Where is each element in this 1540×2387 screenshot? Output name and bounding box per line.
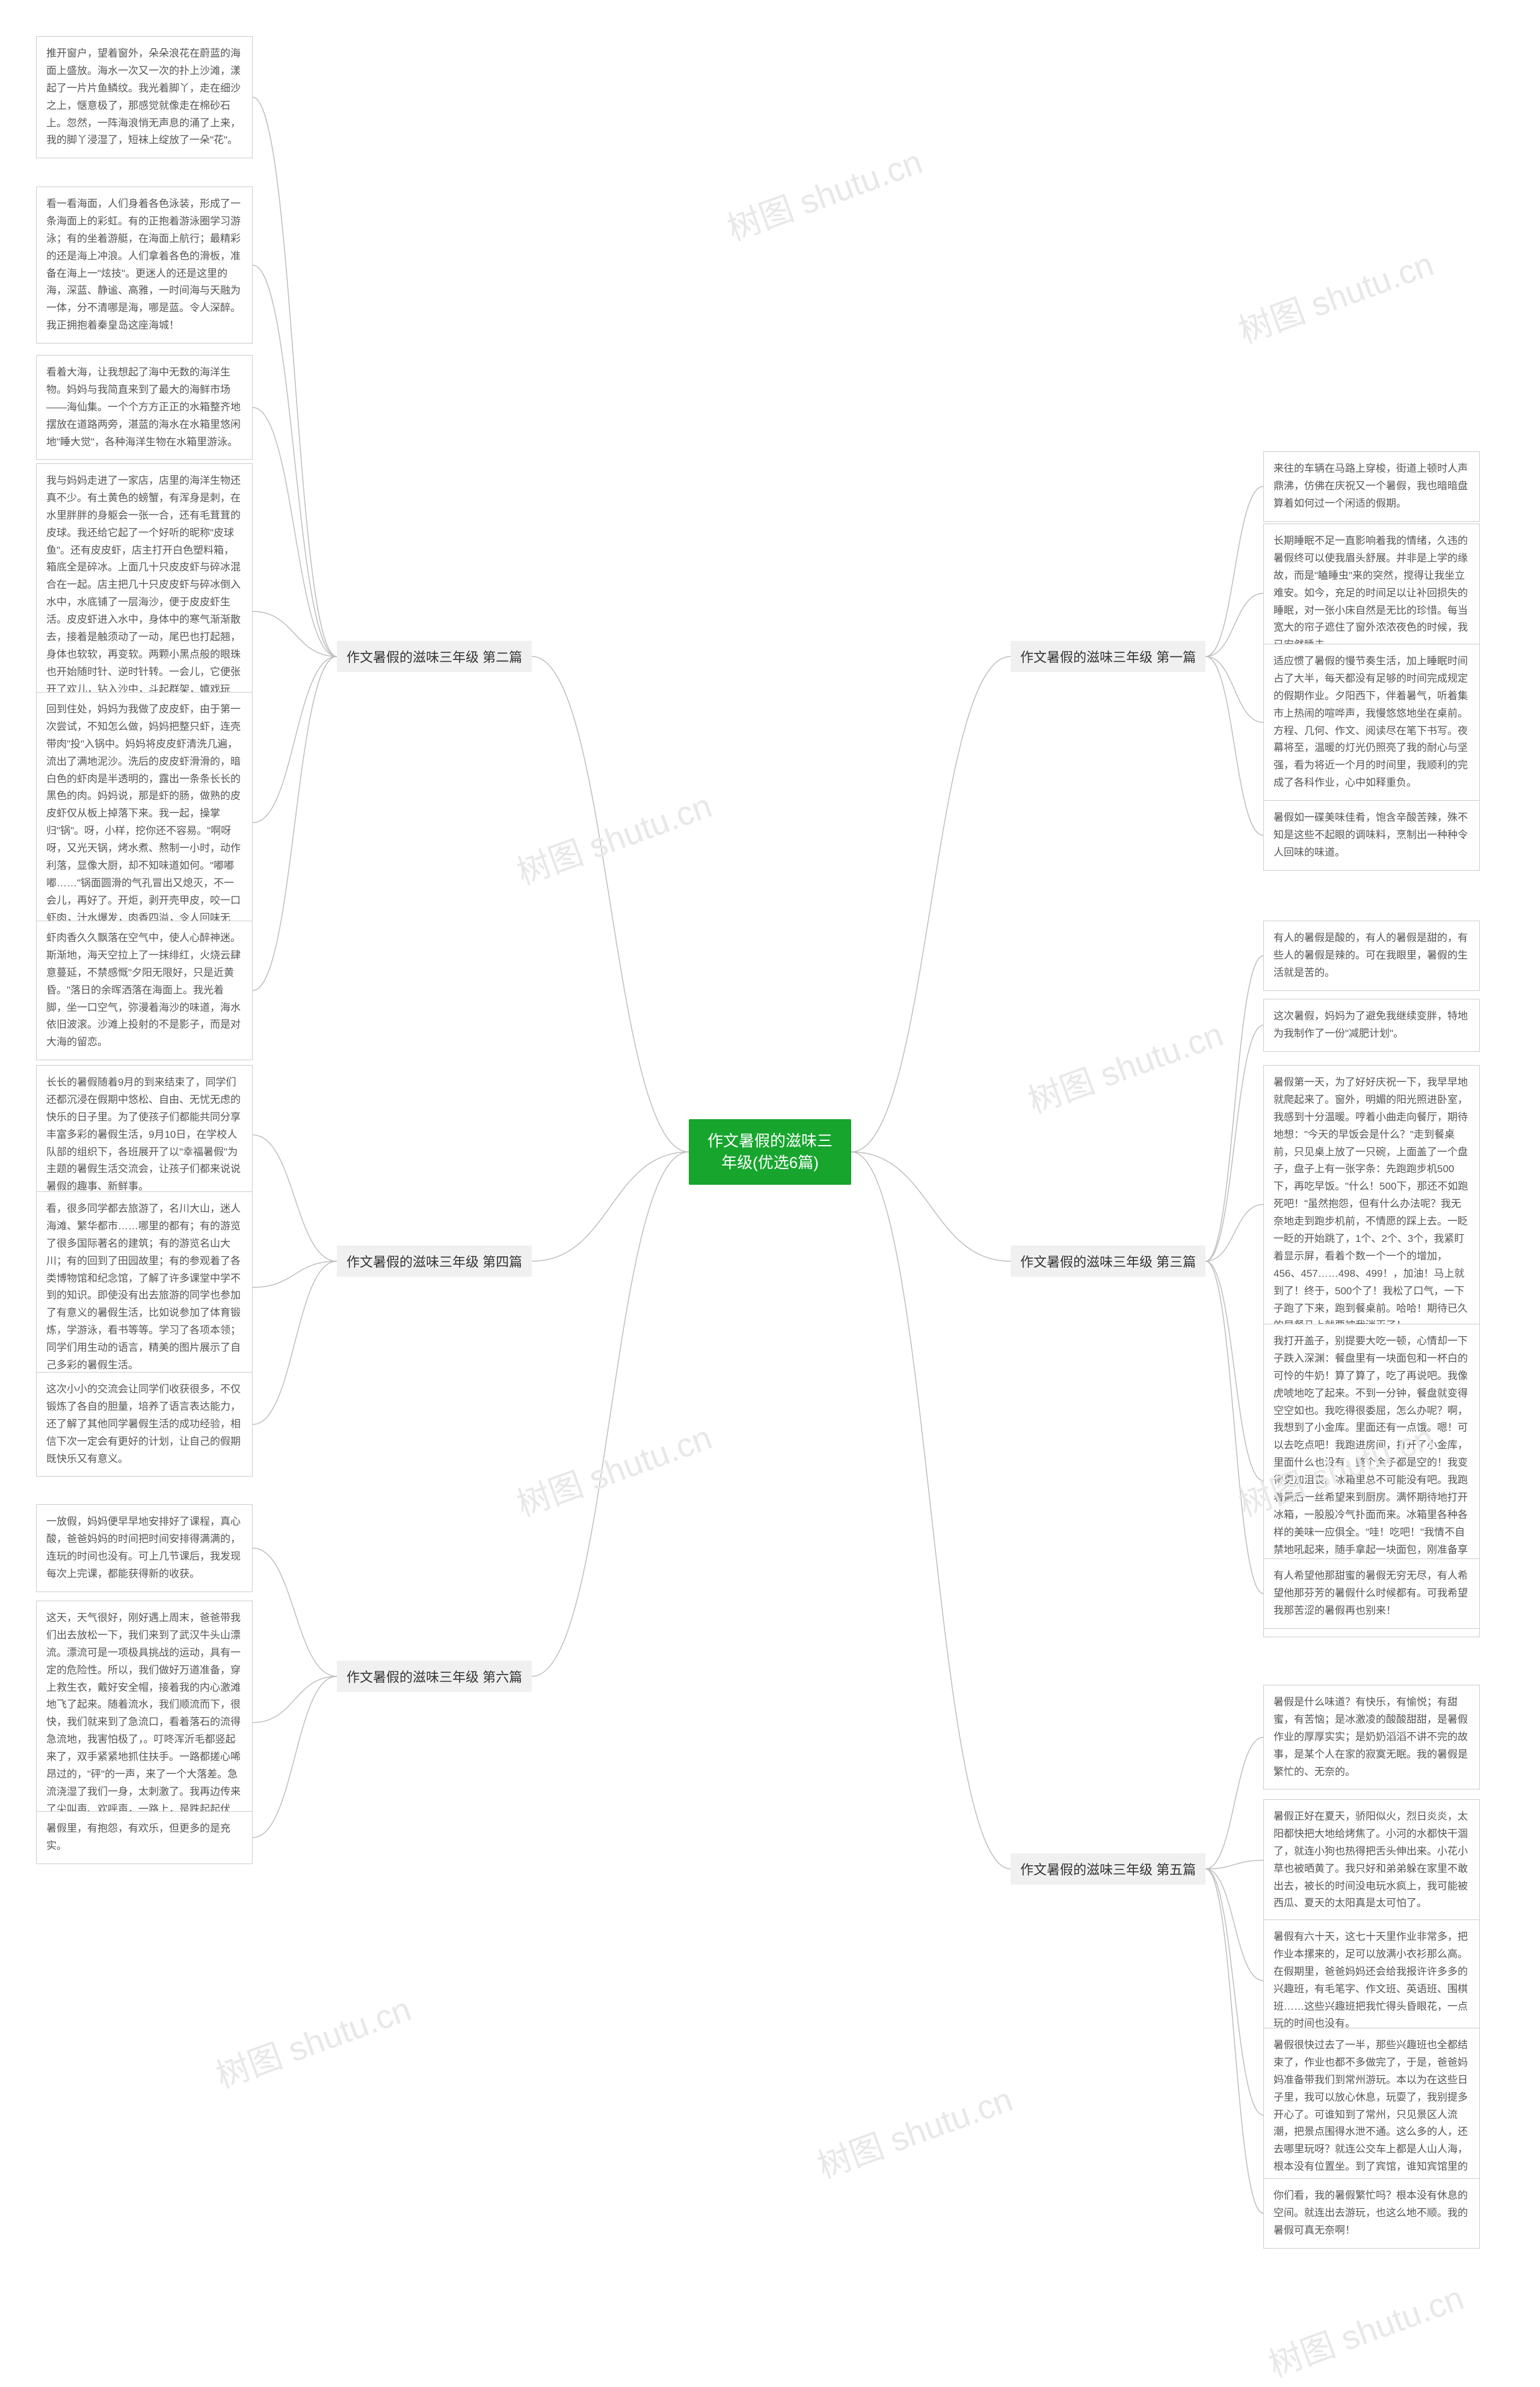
content-box: 回到住处，妈妈为我做了皮皮虾，由于第一次尝试，不知怎么做，妈妈把整只虾，连壳带肉… <box>36 692 253 953</box>
branch-label: 作文暑假的滋味三年级 第三篇 <box>1011 1246 1206 1277</box>
watermark: 树图 shutu.cn <box>208 1982 417 2098</box>
content-box: 一放假，妈妈便早早地安排好了课程，真心酸，爸爸妈妈的时间把时间安排得满满的，连玩… <box>36 1504 253 1592</box>
content-box: 这次小小的交流会让同学们收获很多，不仅锻炼了各自的胆量，培养了语言表达能力，还了… <box>36 1372 253 1477</box>
watermark: 树图 shutu.cn <box>509 779 718 894</box>
watermark: 树图 shutu.cn <box>719 135 928 250</box>
content-box: 暑假第一天，为了好好庆祝一下，我早早地就爬起来了。窗外，明媚的阳光照进卧室，我感… <box>1263 1065 1480 1344</box>
content-box: 看着大海，让我想起了海中无数的海洋生物。妈妈与我简直来到了最大的海鲜市场——海仙… <box>36 355 253 460</box>
content-box: 暑假有六十天，这七十天里作业非常多，把作业本摞来的，足可以放满小衣衫那么高。在假… <box>1263 1919 1480 2042</box>
content-box: 推开窗户，望着窗外，朵朵浪花在蔚蓝的海面上盛放。海水一次又一次的扑上沙滩，漾起了… <box>36 36 253 158</box>
branch-label: 作文暑假的滋味三年级 第一篇 <box>1011 641 1206 672</box>
content-box: 长长的暑假随着9月的到来结束了，同学们还都沉浸在假期中悠松、自由、无忧无虑的快乐… <box>36 1065 253 1205</box>
watermark: 树图 shutu.cn <box>509 1410 718 1526</box>
content-box: 这次暑假，妈妈为了避免我继续变胖，特地为我制作了一份"减肥计划"。 <box>1263 999 1480 1052</box>
content-box: 长期睡眠不足一直影响着我的情绪，久违的暑假终可以使我眉头舒展。并非是上学的缘故，… <box>1263 523 1480 663</box>
content-box: 暑假很快过去了一半，那些兴趣班也全都结束了，作业也都不多做完了，于是，爸爸妈妈准… <box>1263 2028 1480 2202</box>
branch-label: 作文暑假的滋味三年级 第六篇 <box>337 1661 532 1692</box>
watermark: 树图 shutu.cn <box>1020 1007 1229 1123</box>
branch-label: 作文暑假的滋味三年级 第二篇 <box>337 641 532 672</box>
watermark: 树图 shutu.cn <box>1261 2271 1470 2386</box>
content-box: 适应惯了暑假的慢节奏生活，加上睡眠时间占了大半，每天都没有足够的时间完成规定的假… <box>1263 644 1480 801</box>
watermark: 树图 shutu.cn <box>810 2072 1018 2188</box>
center-text: 作文暑假的滋味三年级(优选6篇) <box>707 1132 833 1172</box>
watermark: 树图 shutu.cn <box>1231 237 1440 353</box>
content-box: 有人的暑假是酸的，有人的暑假是甜的，有些人的暑假是辣的。可在我眼里，暑假的生活就… <box>1263 921 1480 991</box>
content-box: 这天，天气很好，刚好遇上周末，爸爸带我们出去放松一下，我们来到了武汉牛头山漂流。… <box>36 1601 253 1845</box>
content-box: 有人希望他那甜蜜的暑假无穷无尽，有人希望他那芬芳的暑假什么时候都有。可我希望我那… <box>1263 1558 1480 1629</box>
branch-label: 作文暑假的滋味三年级 第四篇 <box>337 1246 532 1277</box>
content-box: 来往的车辆在马路上穿梭，街道上顿时人声鼎沸，仿佛在庆祝又一个暑假，我也暗暗盘算着… <box>1263 451 1480 522</box>
content-box: 暑假如一碟美味佳肴，饱含辛酸苦辣，殊不知是这些不起眼的调味料，烹制出一种种令人回… <box>1263 800 1480 871</box>
content-box: 暑假是什么味道？有快乐，有愉悦；有甜蜜，有苦恼；是冰激凌的酸酸甜甜，是暑假作业的… <box>1263 1685 1480 1789</box>
content-box: 你们看，我的暑假繁忙吗？根本没有休息的空间。就连出去游玩，也这么地不顺。我的暑假… <box>1263 2178 1480 2249</box>
content-box: 暑假正好在夏天，骄阳似火，烈日炎炎，太阳都快把大地给烤焦了。小河的水都快干涸了，… <box>1263 1799 1480 1921</box>
content-box: 虾肉香久久飘落在空气中，使人心醉神迷。斯渐地，海天空拉上了一抹绯红，火烧云肆意蔓… <box>36 921 253 1060</box>
content-box: 看，很多同学都去旅游了，名川大山，迷人海滩、繁华都市……哪里的都有；有的游览了很… <box>36 1191 253 1383</box>
center-node: 作文暑假的滋味三年级(优选6篇) <box>689 1119 851 1185</box>
branch-label: 作文暑假的滋味三年级 第五篇 <box>1011 1853 1206 1885</box>
content-box: 暑假里，有抱怨，有欢乐，但更多的是充实。 <box>36 1811 253 1864</box>
content-box: 看一看海面，人们身着各色泳装，形成了一条海面上的彩虹。有的正抱着游泳圈学习游泳；… <box>36 187 253 344</box>
